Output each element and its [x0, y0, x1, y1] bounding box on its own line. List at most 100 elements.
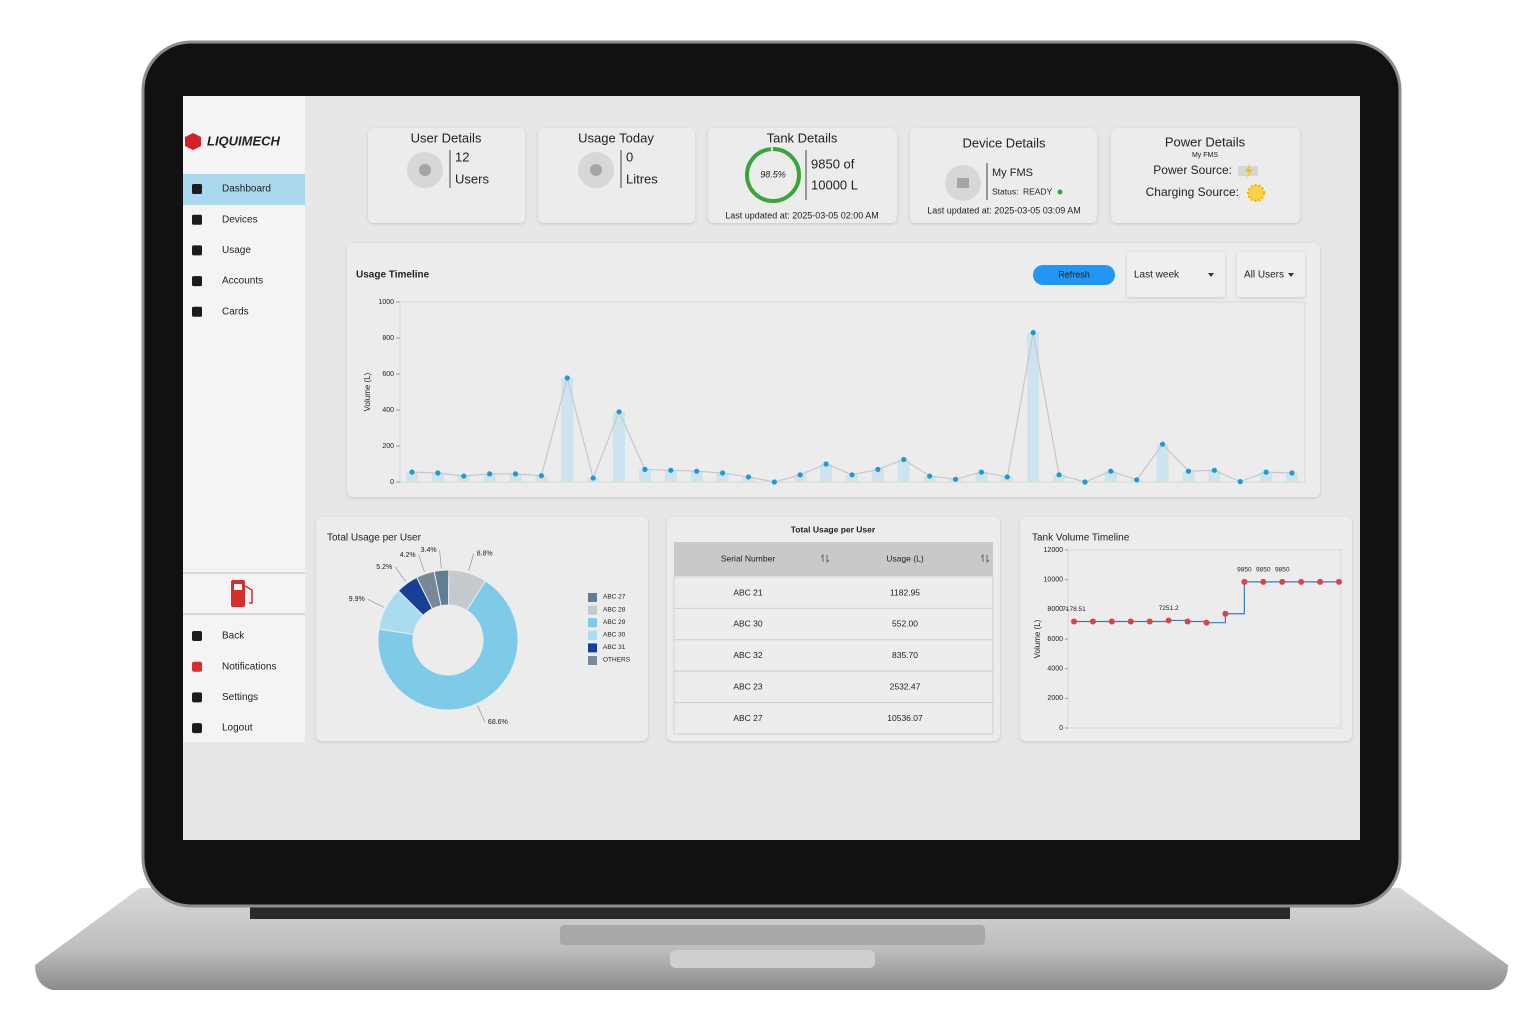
point — [564, 375, 570, 381]
gauge-label: 98.5% — [760, 169, 786, 179]
point — [1071, 618, 1077, 625]
nav-item[interactable]: Accounts — [222, 276, 263, 287]
card-title: Device Details — [962, 135, 1046, 150]
data-label: 9850 — [1237, 567, 1252, 574]
nav-item[interactable]: Notifications — [222, 661, 276, 672]
point — [1222, 610, 1229, 617]
legend-label: ABC 29 — [603, 619, 626, 626]
laptop-foot — [670, 950, 875, 968]
nav-item[interactable]: Dashboard — [222, 184, 271, 195]
card-icon-glyph — [957, 178, 969, 188]
user-select[interactable] — [1237, 252, 1305, 297]
period-select[interactable] — [1127, 252, 1225, 297]
point — [1146, 618, 1153, 625]
refresh-button[interactable] — [1033, 265, 1115, 285]
point — [487, 471, 493, 477]
table-cell: 1182.95 — [890, 587, 920, 597]
point — [1289, 470, 1295, 476]
point — [668, 467, 674, 473]
data-label: 9850 — [1275, 567, 1290, 574]
refresh-label[interactable]: Refresh — [1058, 269, 1090, 279]
nav-icon[interactable] — [192, 723, 202, 734]
nav-icon[interactable] — [192, 306, 202, 317]
point — [512, 471, 519, 477]
nav-icon[interactable] — [192, 184, 202, 194]
nav-icon[interactable] — [192, 661, 202, 672]
card-value: My FMS — [992, 167, 1033, 179]
nav-icon[interactable] — [192, 631, 202, 641]
slice-label: 4.2% — [400, 552, 416, 559]
point — [927, 473, 933, 479]
table-cell: 10536.07 — [887, 713, 923, 723]
card-updated: Last updated at: 2025-03-05 03:09 AM — [927, 205, 1081, 215]
point — [1089, 618, 1096, 625]
legend-label: ABC 30 — [603, 632, 626, 639]
period-value[interactable]: Last week — [1134, 270, 1180, 281]
bar — [483, 473, 496, 482]
point — [1203, 619, 1210, 626]
point — [1336, 578, 1342, 585]
nav-icon[interactable] — [192, 692, 202, 703]
table-row — [673, 702, 994, 735]
card-icon-glyph — [419, 164, 431, 176]
nav-item[interactable]: Usage — [222, 245, 251, 256]
bar — [1156, 444, 1169, 482]
slice — [377, 580, 519, 711]
point — [1185, 468, 1192, 474]
point — [1127, 618, 1134, 625]
leader-line — [394, 566, 407, 582]
point — [1298, 578, 1305, 585]
point — [875, 466, 881, 472]
point — [590, 475, 596, 481]
nav-icon[interactable] — [192, 245, 202, 256]
nav-item[interactable]: Back — [222, 631, 245, 642]
bar — [1286, 473, 1298, 482]
legend-label: ABC 27 — [603, 594, 626, 601]
point — [642, 466, 648, 472]
table-row — [673, 639, 994, 672]
bar — [716, 473, 729, 482]
bar — [1208, 470, 1221, 482]
column-header[interactable]: Usage (L) — [886, 553, 923, 563]
point — [616, 409, 622, 415]
nav-icon[interactable] — [192, 214, 202, 225]
bar — [457, 476, 470, 482]
bolt-icon — [1245, 163, 1253, 179]
fuel-pump-hose — [244, 585, 253, 604]
nav-item[interactable]: Cards — [222, 306, 249, 317]
y-tick-label: 12000 — [1044, 547, 1064, 554]
slice-label: 68.6% — [488, 719, 508, 726]
column-header[interactable]: Serial Number — [721, 553, 775, 563]
point — [901, 456, 907, 463]
bar — [535, 475, 548, 482]
bar — [1260, 472, 1273, 482]
bar — [1182, 471, 1195, 482]
user-value[interactable]: All Users — [1244, 270, 1284, 281]
nav-item[interactable]: Logout — [222, 723, 253, 734]
table-row — [673, 607, 994, 641]
bar — [1027, 332, 1040, 482]
nav-item[interactable]: Devices — [222, 214, 258, 225]
table-cell: ABC 21 — [733, 587, 763, 597]
legend-swatch — [588, 656, 597, 665]
point — [1056, 472, 1062, 478]
nav-item[interactable]: Settings — [222, 692, 258, 703]
nav-icon[interactable] — [192, 276, 202, 287]
card-subtitle: My FMS — [1192, 152, 1218, 159]
slice-label: 8.8% — [477, 551, 493, 558]
sort-icon[interactable] — [980, 554, 990, 563]
legend-label: ABC 31 — [603, 644, 626, 651]
card-value: 9850 of — [811, 156, 855, 171]
chart-title: Total Usage per User — [327, 533, 422, 544]
dropdown-caret — [1208, 273, 1214, 277]
sort-icon[interactable] — [820, 554, 830, 563]
info-card — [538, 128, 695, 223]
card-title: User Details — [411, 130, 482, 145]
point — [719, 470, 726, 476]
info-card — [368, 128, 525, 223]
point — [435, 470, 441, 476]
point — [1030, 330, 1036, 336]
bar — [561, 377, 574, 482]
y-axis-label: Volume (L) — [363, 372, 372, 411]
card-unit: 10000 L — [811, 177, 858, 192]
